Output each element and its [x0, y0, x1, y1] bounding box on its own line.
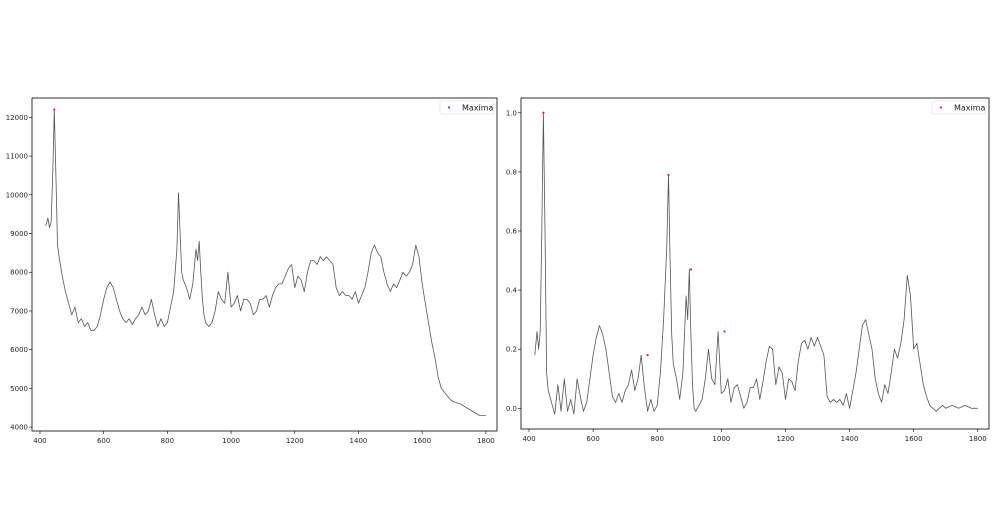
right-y-tick-label: 0.6 — [506, 227, 518, 235]
right-maxima-point — [689, 268, 692, 271]
right-maxima-point — [723, 330, 726, 333]
left-x-tick-label: 1600 — [413, 437, 431, 445]
right-legend-marker — [939, 106, 943, 109]
left-y-tick-label: 5000 — [10, 385, 28, 393]
left-x-tick-label: 1200 — [286, 437, 304, 445]
left-y-tick-label: 10000 — [6, 191, 28, 199]
right-maxima-point — [667, 173, 670, 176]
right-legend-label: Maxima — [954, 104, 986, 113]
right-y-tick-label: 0.4 — [506, 287, 518, 295]
left-x-tick-label: 600 — [97, 437, 110, 445]
left-chart-ticks: 400 600 800 1000 1200 1400 1600 1800 4000 5000 600… — [6, 114, 495, 445]
right-chart-maxima — [542, 111, 726, 357]
left-legend-marker — [447, 106, 451, 109]
right-x-tick-label: 400 — [522, 435, 535, 443]
left-y-tick-label: 12000 — [6, 114, 28, 122]
left-x-tick-label: 800 — [161, 437, 174, 445]
left-y-tick-label: 7000 — [10, 307, 28, 315]
right-spectrum-line — [534, 112, 978, 415]
left-chart-series — [45, 109, 486, 416]
right-y-tick-label: 1.0 — [506, 109, 517, 117]
left-y-tick-label: 9000 — [10, 230, 28, 238]
right-chart-ticks: 400 600 800 1000 1200 1400 1600 1800 0.0 0.2 0.4 0.… — [506, 109, 987, 443]
right-chart-panel: 400 600 800 1000 1200 1400 1600 1800 0.0 0.2 0.4 0.… — [506, 97, 990, 443]
right-maxima-point — [542, 111, 545, 114]
left-legend-label: Maxima — [462, 104, 494, 113]
right-maxima-point — [646, 354, 649, 357]
left-x-tick-label: 1000 — [222, 437, 240, 445]
left-chart-panel: 400 600 800 1000 1200 1400 1600 1800 4000 5000 600… — [6, 97, 498, 445]
left-chart-plot-area — [31, 97, 498, 432]
left-x-tick-label: 1400 — [350, 437, 368, 445]
right-x-tick-label: 800 — [651, 435, 664, 443]
left-chart-maxima — [53, 108, 56, 111]
right-chart-plot-area — [520, 97, 990, 430]
right-y-tick-label: 0.2 — [506, 346, 517, 354]
left-y-tick-label: 6000 — [10, 346, 28, 354]
right-chart-series — [534, 112, 978, 415]
right-x-tick-label: 1800 — [969, 435, 987, 443]
right-x-tick-label: 1000 — [712, 435, 730, 443]
left-chart-legend: Maxima — [439, 100, 495, 115]
right-x-tick-label: 1600 — [905, 435, 923, 443]
left-y-tick-label: 11000 — [6, 153, 28, 161]
left-x-tick-label: 1800 — [477, 437, 495, 445]
left-x-tick-label: 400 — [33, 437, 46, 445]
left-maxima-point — [53, 108, 56, 111]
right-y-tick-label: 0.0 — [506, 405, 517, 413]
right-chart-legend: Maxima — [931, 100, 987, 115]
right-y-tick-label: 0.8 — [506, 168, 517, 176]
left-spectrum-line — [45, 109, 486, 416]
right-x-tick-label: 1200 — [777, 435, 795, 443]
right-x-tick-label: 600 — [586, 435, 599, 443]
left-legend-box — [439, 100, 495, 115]
left-y-tick-label: 8000 — [10, 269, 28, 277]
right-x-tick-label: 1400 — [841, 435, 859, 443]
right-legend-box — [931, 100, 987, 115]
left-y-tick-label: 4000 — [10, 424, 28, 432]
